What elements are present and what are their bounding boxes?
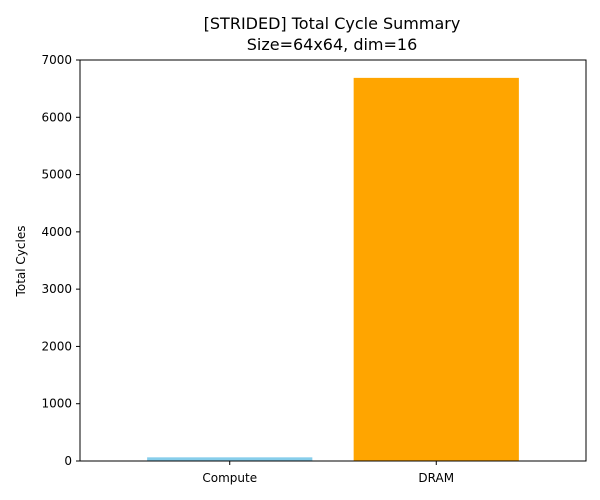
y-tick-label: 5000 (41, 168, 72, 182)
plot-frame (79, 59, 587, 462)
y-axis: 0 1000 2000 3000 4000 5000 6000 7000 (41, 53, 80, 468)
x-axis: Compute DRAM (202, 461, 454, 485)
y-tick-label: 6000 (41, 110, 72, 124)
bar-dram (353, 77, 519, 462)
x-tick-label: Compute (202, 471, 257, 485)
bars-group (147, 77, 519, 462)
y-tick-label: 3000 (41, 282, 72, 296)
y-tick-label: 1000 (41, 397, 72, 411)
y-tick-label: 0 (64, 454, 72, 468)
y-axis-label: Total Cycles (14, 226, 28, 298)
chart-title: [STRIDED] Total Cycle Summary (204, 14, 461, 33)
y-tick-label: 7000 (41, 53, 72, 67)
x-tick-label: DRAM (418, 471, 454, 485)
y-tick-label: 4000 (41, 225, 72, 239)
bar-compute (147, 457, 313, 461)
chart-subtitle: Size=64x64, dim=16 (247, 35, 418, 54)
y-tick-label: 2000 (41, 339, 72, 353)
